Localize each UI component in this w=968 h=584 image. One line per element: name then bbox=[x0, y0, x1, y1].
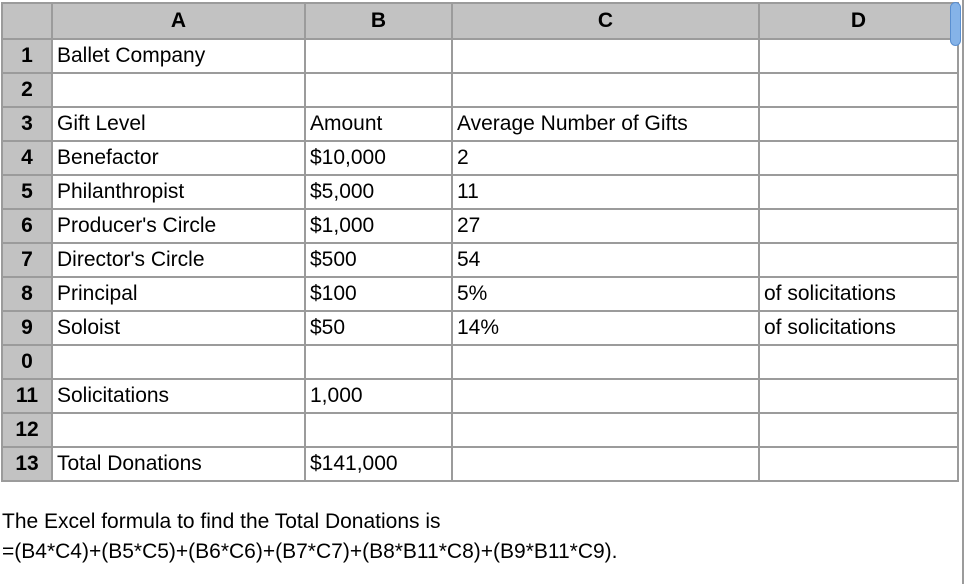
cell-A12[interactable] bbox=[51, 412, 306, 448]
row-header-1[interactable]: 1 bbox=[1, 38, 53, 74]
cell-A11[interactable]: Solicitations bbox=[51, 378, 306, 414]
scrollbar-track-edge bbox=[962, 0, 964, 584]
cell-C9[interactable]: 14% bbox=[451, 310, 760, 346]
sheet-row-6: 6 Producer's Circle $1,000 27 bbox=[1, 208, 959, 244]
row-header-7[interactable]: 7 bbox=[1, 242, 53, 278]
row-header-11[interactable]: 11 bbox=[1, 378, 53, 414]
sheet-row-11: 11 Solicitations 1,000 bbox=[1, 378, 959, 414]
sheet-row-5: 5 Philanthropist $5,000 11 bbox=[1, 174, 959, 210]
cell-D0[interactable] bbox=[758, 344, 959, 380]
cell-C5[interactable]: 11 bbox=[451, 174, 760, 210]
row-header-2[interactable]: 2 bbox=[1, 72, 53, 108]
row-header-9[interactable]: 9 bbox=[1, 310, 53, 346]
scrollbar-thumb[interactable] bbox=[950, 2, 961, 46]
cell-D2[interactable] bbox=[758, 72, 959, 108]
cell-B12[interactable] bbox=[304, 412, 453, 448]
cell-C6[interactable]: 27 bbox=[451, 208, 760, 244]
cell-C12[interactable] bbox=[451, 412, 760, 448]
cell-A6[interactable]: Producer's Circle bbox=[51, 208, 306, 244]
cell-C1[interactable] bbox=[451, 38, 760, 74]
cell-A8[interactable]: Principal bbox=[51, 276, 306, 312]
sheet-body: 1 Ballet Company 2 3 Gift Level Amount Average… bbox=[1, 38, 959, 482]
cell-A7[interactable]: Director's Circle bbox=[51, 242, 306, 278]
cell-C8[interactable]: 5% bbox=[451, 276, 760, 312]
cell-B6[interactable]: $1,000 bbox=[304, 208, 453, 244]
cell-A13[interactable]: Total Donations bbox=[51, 446, 306, 482]
cell-B3[interactable]: Amount bbox=[304, 106, 453, 142]
cell-A2[interactable] bbox=[51, 72, 306, 108]
formula-note: The Excel formula to find the Total Dona… bbox=[2, 507, 618, 567]
cell-D12[interactable] bbox=[758, 412, 959, 448]
cell-D5[interactable] bbox=[758, 174, 959, 210]
cell-D6[interactable] bbox=[758, 208, 959, 244]
cell-C2[interactable] bbox=[451, 72, 760, 108]
column-header-D[interactable]: D bbox=[758, 2, 959, 40]
row-header-5[interactable]: 5 bbox=[1, 174, 53, 210]
sheet-row-12: 12 bbox=[1, 412, 959, 448]
column-header-A[interactable]: A bbox=[51, 2, 306, 40]
cell-C13[interactable] bbox=[451, 446, 760, 482]
cell-B11[interactable]: 1,000 bbox=[304, 378, 453, 414]
sheet-row-0: 0 bbox=[1, 344, 959, 380]
cell-D13[interactable] bbox=[758, 446, 959, 482]
column-header-B[interactable]: B bbox=[304, 2, 453, 40]
cell-C7[interactable]: 54 bbox=[451, 242, 760, 278]
sheet-row-9: 9 Soloist $50 14% of solicitations bbox=[1, 310, 959, 346]
cell-C11[interactable] bbox=[451, 378, 760, 414]
column-header-C[interactable]: C bbox=[451, 2, 760, 40]
cell-A9[interactable]: Soloist bbox=[51, 310, 306, 346]
cell-D11[interactable] bbox=[758, 378, 959, 414]
cell-D4[interactable] bbox=[758, 140, 959, 176]
cell-B7[interactable]: $500 bbox=[304, 242, 453, 278]
cell-D3[interactable] bbox=[758, 106, 959, 142]
cell-C4[interactable]: 2 bbox=[451, 140, 760, 176]
cell-B0[interactable] bbox=[304, 344, 453, 380]
cell-B13[interactable]: $141,000 bbox=[304, 446, 453, 482]
cell-B2[interactable] bbox=[304, 72, 453, 108]
cell-A4[interactable]: Benefactor bbox=[51, 140, 306, 176]
cell-A1[interactable]: Ballet Company bbox=[51, 38, 306, 74]
sheet-row-4: 4 Benefactor $10,000 2 bbox=[1, 140, 959, 176]
formula-caption: The Excel formula to find the Total Dona… bbox=[2, 510, 441, 533]
row-header-0[interactable]: 0 bbox=[1, 344, 53, 380]
formula-text: =(B4*C4)+(B5*C5)+(B6*C6)+(B7*C7)+(B8*B11… bbox=[2, 540, 618, 563]
cell-A5[interactable]: Philanthropist bbox=[51, 174, 306, 210]
cell-A3[interactable]: Gift Level bbox=[51, 106, 306, 142]
cell-C3[interactable]: Average Number of Gifts bbox=[451, 106, 760, 142]
sheet-row-1: 1 Ballet Company bbox=[1, 38, 959, 74]
cell-D7[interactable] bbox=[758, 242, 959, 278]
sheet-row-8: 8 Principal $100 5% of solicitations bbox=[1, 276, 959, 312]
sheet-row-2: 2 bbox=[1, 72, 959, 108]
row-header-12[interactable]: 12 bbox=[1, 412, 53, 448]
cell-D8[interactable]: of solicitations bbox=[758, 276, 959, 312]
sheet-row-13: 13 Total Donations $141,000 bbox=[1, 446, 959, 482]
cell-B8[interactable]: $100 bbox=[304, 276, 453, 312]
row-header-6[interactable]: 6 bbox=[1, 208, 53, 244]
cell-B1[interactable] bbox=[304, 38, 453, 74]
corner-cell[interactable] bbox=[1, 2, 53, 40]
row-header-3[interactable]: 3 bbox=[1, 106, 53, 142]
sheet-row-3: 3 Gift Level Amount Average Number of Gifts bbox=[1, 106, 959, 142]
row-header-8[interactable]: 8 bbox=[1, 276, 53, 312]
row-header-13[interactable]: 13 bbox=[1, 446, 53, 482]
cell-D1[interactable] bbox=[758, 38, 959, 74]
cell-B9[interactable]: $50 bbox=[304, 310, 453, 346]
cell-B4[interactable]: $10,000 bbox=[304, 140, 453, 176]
cell-B5[interactable]: $5,000 bbox=[304, 174, 453, 210]
cell-A0[interactable] bbox=[51, 344, 306, 380]
cell-C0[interactable] bbox=[451, 344, 760, 380]
row-header-4[interactable]: 4 bbox=[1, 140, 53, 176]
sheet-row-7: 7 Director's Circle $500 54 bbox=[1, 242, 959, 278]
cell-D9[interactable]: of solicitations bbox=[758, 310, 959, 346]
